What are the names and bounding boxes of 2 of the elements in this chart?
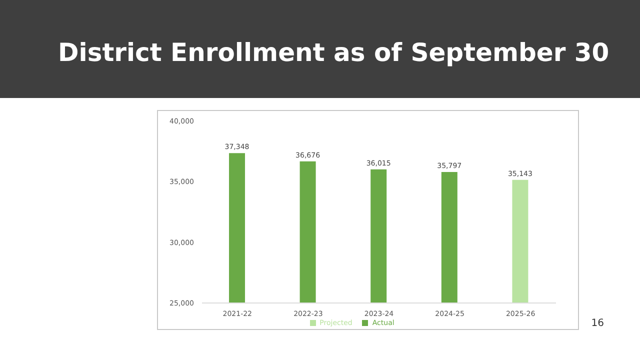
text: 16: [591, 318, 604, 329]
chart-title: District Enrollment as of September 30: [58, 38, 610, 67]
